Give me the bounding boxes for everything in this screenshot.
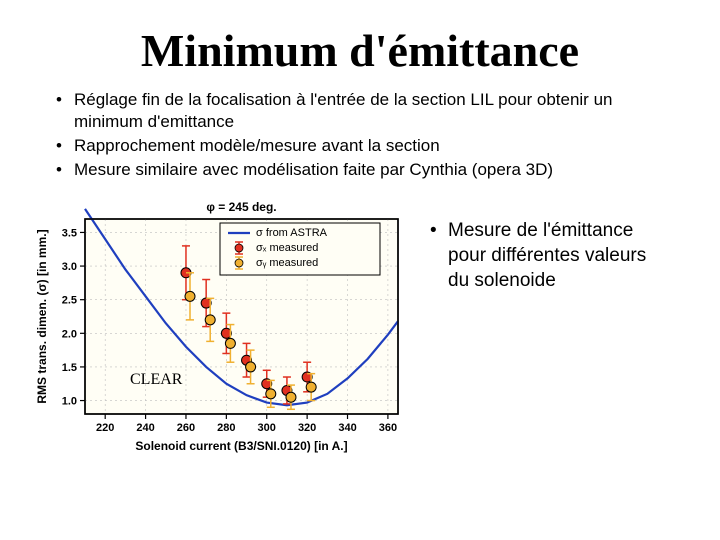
bullet-item: Réglage fin de la focalisation à l'entré… xyxy=(56,89,680,133)
svg-text:1.0: 1.0 xyxy=(62,396,77,408)
svg-text:360: 360 xyxy=(379,422,397,434)
svg-text:2.0: 2.0 xyxy=(62,329,77,341)
svg-text:220: 220 xyxy=(96,422,114,434)
svg-text:3.5: 3.5 xyxy=(62,228,77,240)
chart-container: 220 240 260 280 300 320 340 360 1.0 1.5 2.0 2.5 3.0 3… xyxy=(30,191,410,461)
svg-text:1.5: 1.5 xyxy=(62,362,77,374)
svg-text:σₓ measured: σₓ measured xyxy=(256,242,318,254)
main-bullets: Réglage fin de la focalisation à l'entré… xyxy=(56,89,680,181)
bullet-item: Mesure similaire avec modélisation faite… xyxy=(56,159,680,181)
svg-text:σ from ASTRA: σ from ASTRA xyxy=(256,227,328,239)
svg-text:2.5: 2.5 xyxy=(62,295,77,307)
svg-text:φ = 245 deg.: φ = 245 deg. xyxy=(206,200,276,214)
page-title: Minimum d'émittance xyxy=(0,0,720,89)
side-bullets: Mesure de l'émittance pour différentes v… xyxy=(410,191,660,293)
svg-text:3.0: 3.0 xyxy=(62,261,77,273)
side-bullet-item: Mesure de l'émittance pour différentes v… xyxy=(430,219,660,293)
emittance-chart: 220 240 260 280 300 320 340 360 1.0 1.5 2.0 2.5 3.0 3… xyxy=(30,191,410,456)
svg-text:340: 340 xyxy=(338,422,356,434)
svg-text:280: 280 xyxy=(217,422,235,434)
bullet-item: Rapprochement modèle/mesure avant la sec… xyxy=(56,135,680,157)
svg-text:Solenoid current (B3/SNI.0120): Solenoid current (B3/SNI.0120) [in A.] xyxy=(135,439,347,453)
clear-label: CLEAR xyxy=(130,371,182,389)
svg-text:240: 240 xyxy=(136,422,154,434)
svg-text:260: 260 xyxy=(177,422,195,434)
svg-text:RMS trans. dimen. (σ) [in mm.]: RMS trans. dimen. (σ) [in mm.] xyxy=(35,230,49,404)
svg-text:320: 320 xyxy=(298,422,316,434)
svg-text:σᵧ measured: σᵧ measured xyxy=(256,257,318,269)
svg-text:300: 300 xyxy=(258,422,276,434)
